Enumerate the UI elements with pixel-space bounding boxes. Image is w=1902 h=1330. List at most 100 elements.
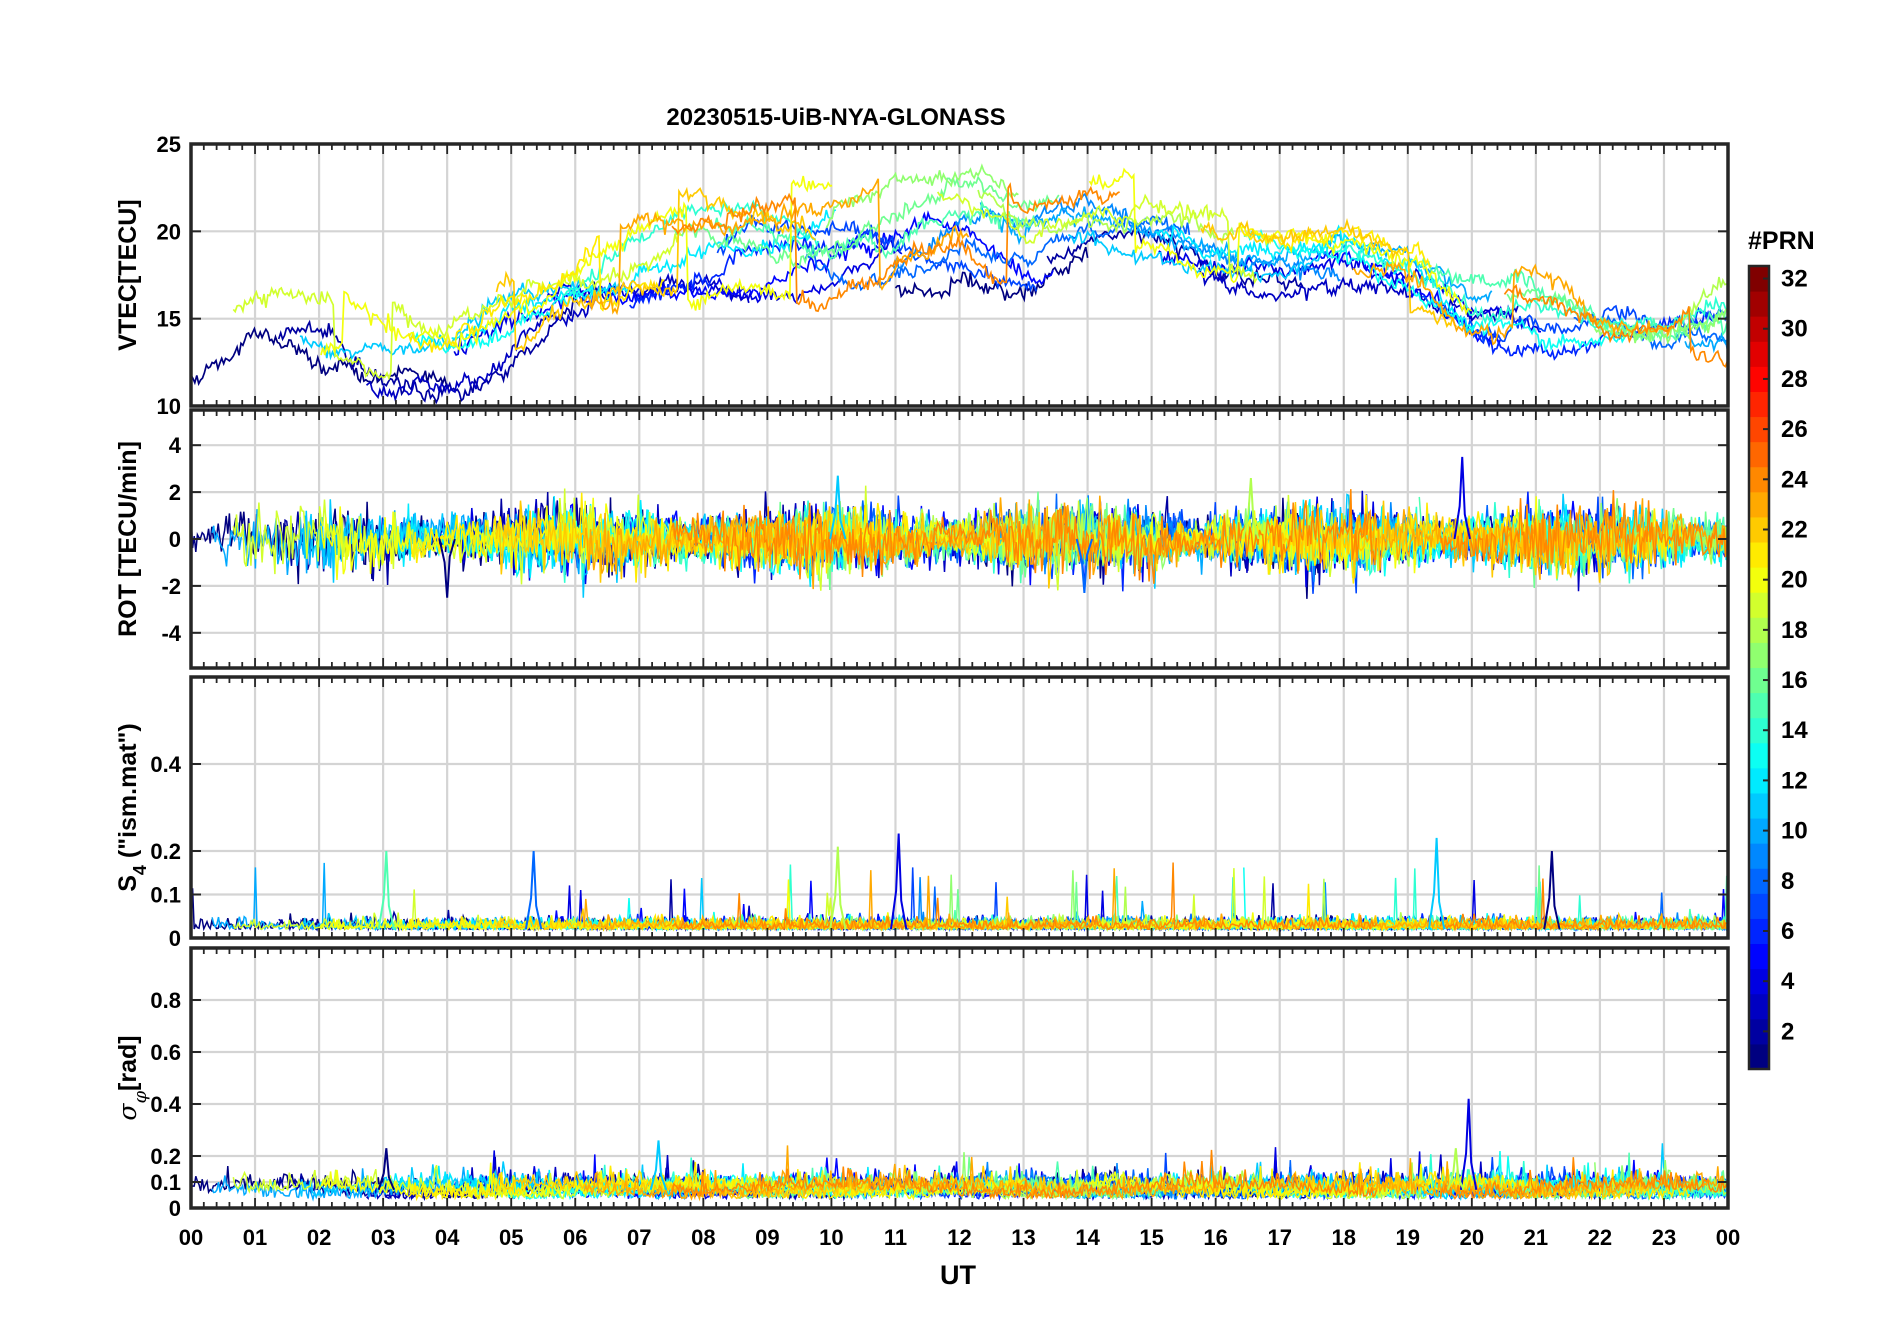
vtec-trace-prn-1	[191, 326, 448, 387]
colorbar-segment	[1749, 1018, 1769, 1045]
vtec-trace-prn-21	[407, 235, 665, 353]
colorbar-segment	[1749, 542, 1769, 568]
x-axis-ticks: 00 01 02 03 04 05 06 07 08 09 10 11 12 13 14 15 16 17 18 19…	[179, 1225, 1740, 1250]
colorbar-box	[1747, 264, 1771, 1071]
sigma_phi-trace-prn-22	[495, 1164, 1072, 1200]
s4-spike	[1543, 850, 1561, 930]
x-tick-label: 13	[1011, 1225, 1035, 1250]
sigma_phi-trace-prn-24	[1439, 1157, 1728, 1200]
sigma_phi-y-tick-label: 0.6	[150, 1040, 181, 1065]
x-tick-label: 00	[179, 1225, 203, 1250]
x-tick-label: 21	[1524, 1225, 1548, 1250]
colorbar-segment	[1749, 341, 1769, 367]
vtec-y-tick-label: 20	[157, 219, 181, 244]
vtec-trace-prn-4	[453, 236, 903, 357]
s4-trace-prn-24	[671, 862, 1378, 932]
vtec-trace-prn-22	[1200, 218, 1458, 329]
sigma_phi-axes: 00.10.2 0.4 0.6 0.8	[150, 946, 1730, 1221]
vtec-trace-prn-24	[671, 182, 1120, 313]
vtec-y-tick-label: 15	[157, 307, 181, 332]
rot-traces	[191, 456, 1728, 599]
s4-axes: 0 0.1 0.2 0.4	[150, 675, 1730, 951]
colorbar-segment	[1749, 391, 1769, 418]
colorbar-segment	[1749, 491, 1769, 518]
x-tick-label: 00	[1716, 1225, 1740, 1250]
panel-rot: -4 -2 0 2 4 ROT [TECU/min]	[114, 408, 1730, 670]
colorbar-segment	[1749, 843, 1769, 869]
sigma_phi-trace-prn-16	[1506, 1168, 1728, 1202]
colorbar-segment	[1749, 291, 1769, 317]
sigma_phi-y-label: σφ[rad]	[113, 1035, 151, 1120]
vtec-trace-prn-2	[277, 281, 599, 405]
colorbar-segment	[1749, 316, 1769, 342]
vtec-trace-prn-13	[1243, 228, 1628, 353]
x-axis-label: UT	[940, 1260, 976, 1290]
colorbar-segment	[1749, 918, 1769, 945]
colorbar-segment	[1749, 1043, 1769, 1070]
s4-spike	[524, 850, 543, 930]
x-tick-label: 08	[691, 1225, 715, 1250]
colorbar-segment	[1749, 968, 1769, 995]
colorbar-tick-label: 6	[1781, 918, 1794, 945]
vtec-trace-prn-2	[1046, 220, 1304, 292]
sigma_phi-spike	[377, 1148, 395, 1191]
colorbar-segment	[1749, 466, 1769, 493]
colorbar-tick-label: 16	[1781, 667, 1808, 694]
figure-title: 20230515-UiB-NYA-GLONASS	[666, 104, 1005, 131]
panel-vtec: 10 15 20 25 VTEC[TECU]	[114, 132, 1730, 419]
rot-y-tick-label: -2	[161, 574, 181, 599]
sigma_phi-y-tick-label: 0.4	[150, 1092, 181, 1117]
x-tick-label: 12	[947, 1225, 971, 1250]
sigma_phi-spike	[649, 1140, 668, 1191]
s4-traces	[191, 833, 1728, 933]
colorbar-segment	[1749, 943, 1769, 970]
colorbar-tick-label: 30	[1781, 316, 1808, 343]
colorbar-segment	[1749, 667, 1769, 694]
s4-y-label: S4 ("ism.mat")	[114, 723, 150, 892]
sigma_phi-traces	[191, 1098, 1728, 1202]
panel-sigma_phi: 00.10.2 0.4 0.6 0.8 σφ[rad]	[113, 946, 1730, 1221]
x-tick-label: 19	[1396, 1225, 1420, 1250]
colorbar-segment	[1749, 818, 1769, 844]
colorbar-segment	[1749, 868, 1769, 894]
colorbar-segment	[1749, 767, 1769, 794]
s4-y-tick-label: 0.2	[150, 839, 181, 864]
x-tick-label: 18	[1332, 1225, 1356, 1250]
s4-spike	[1427, 837, 1446, 930]
x-tick-label: 16	[1203, 1225, 1227, 1250]
rot-y-label: ROT [TECU/min]	[114, 441, 142, 637]
x-tick-label: 15	[1139, 1225, 1163, 1250]
sigma_phi-trace-prn-24	[671, 1149, 1378, 1200]
vtec-y-tick-label: 10	[157, 394, 181, 419]
x-tick-label: 10	[819, 1225, 843, 1250]
vtec-trace-prn-10	[1684, 331, 1728, 354]
rot-trace-prn-24	[1439, 490, 1728, 569]
sigma_phi-spike	[1459, 1098, 1478, 1190]
vtec-trace-prn-23	[583, 178, 970, 316]
x-tick-label: 22	[1588, 1225, 1612, 1250]
colorbar-segment	[1749, 592, 1769, 618]
colorbar-tick-label: 2	[1781, 1018, 1794, 1045]
colorbar-tick-label: 32	[1781, 266, 1808, 293]
sigma_phi-trace-prn-23	[1351, 1158, 1728, 1200]
rot-trace-prn-23	[583, 495, 1224, 590]
colorbar-label: #PRN	[1748, 227, 1815, 255]
vtec-y-label: VTEC[TECU]	[114, 199, 142, 350]
x-tick-label: 01	[243, 1225, 267, 1250]
sigma_phi-y-tick-label: 0.1	[150, 1170, 181, 1195]
vtec-trace-prn-17	[1594, 308, 1728, 346]
vtec-trace-prn-16	[673, 175, 1060, 269]
colorbar-segment	[1749, 993, 1769, 1020]
vtec-trace-prn-18	[1681, 276, 1727, 321]
x-tick-label: 09	[755, 1225, 779, 1250]
x-tick-label: 04	[435, 1225, 460, 1250]
x-tick-label: 23	[1652, 1225, 1676, 1250]
s4-trace-prn-24	[1439, 878, 1728, 932]
x-tick-label: 11	[884, 1225, 907, 1250]
vtec-trace-prn-1	[894, 246, 1089, 303]
rot-y-tick-label: 4	[169, 433, 182, 458]
colorbar-segment	[1749, 792, 1769, 819]
colorbar-tick-label: 4	[1781, 968, 1795, 995]
x-tick-label: 03	[371, 1225, 395, 1250]
